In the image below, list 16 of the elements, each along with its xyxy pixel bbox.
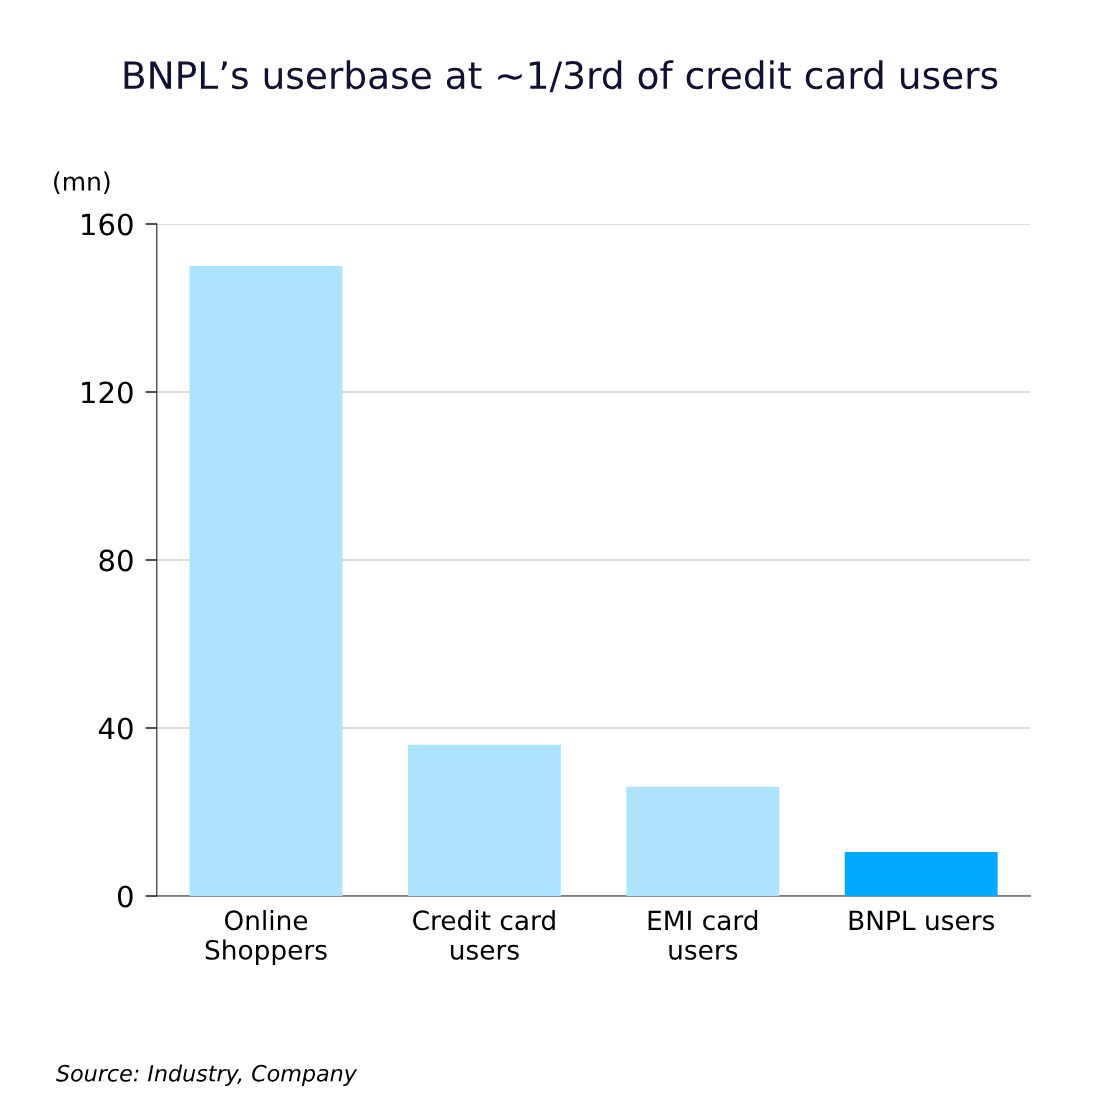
bar [407, 744, 561, 896]
x-tick-label: Online Shoppers [205, 909, 327, 965]
y-tick-label: 80 [99, 549, 133, 572]
y-tick-label: 120 [82, 381, 133, 404]
bar [844, 851, 998, 896]
x-tick-label: Credit card users [413, 909, 555, 960]
x-tick-label: EMI card users [648, 909, 758, 960]
y-tick-label: 160 [82, 213, 133, 236]
y-axis-title: (mn) [54, 171, 110, 194]
bar [626, 786, 780, 896]
x-tick-label: BNPL users [849, 910, 994, 931]
y-tick-label: 0 [117, 885, 133, 908]
bar [189, 266, 343, 896]
source-note: Source: Industry, Company [56, 1064, 358, 1086]
y-tick-label: 40 [98, 717, 133, 740]
chart-title: BNPL’s userbase at ~1/3rd of credit card users [124, 60, 998, 93]
